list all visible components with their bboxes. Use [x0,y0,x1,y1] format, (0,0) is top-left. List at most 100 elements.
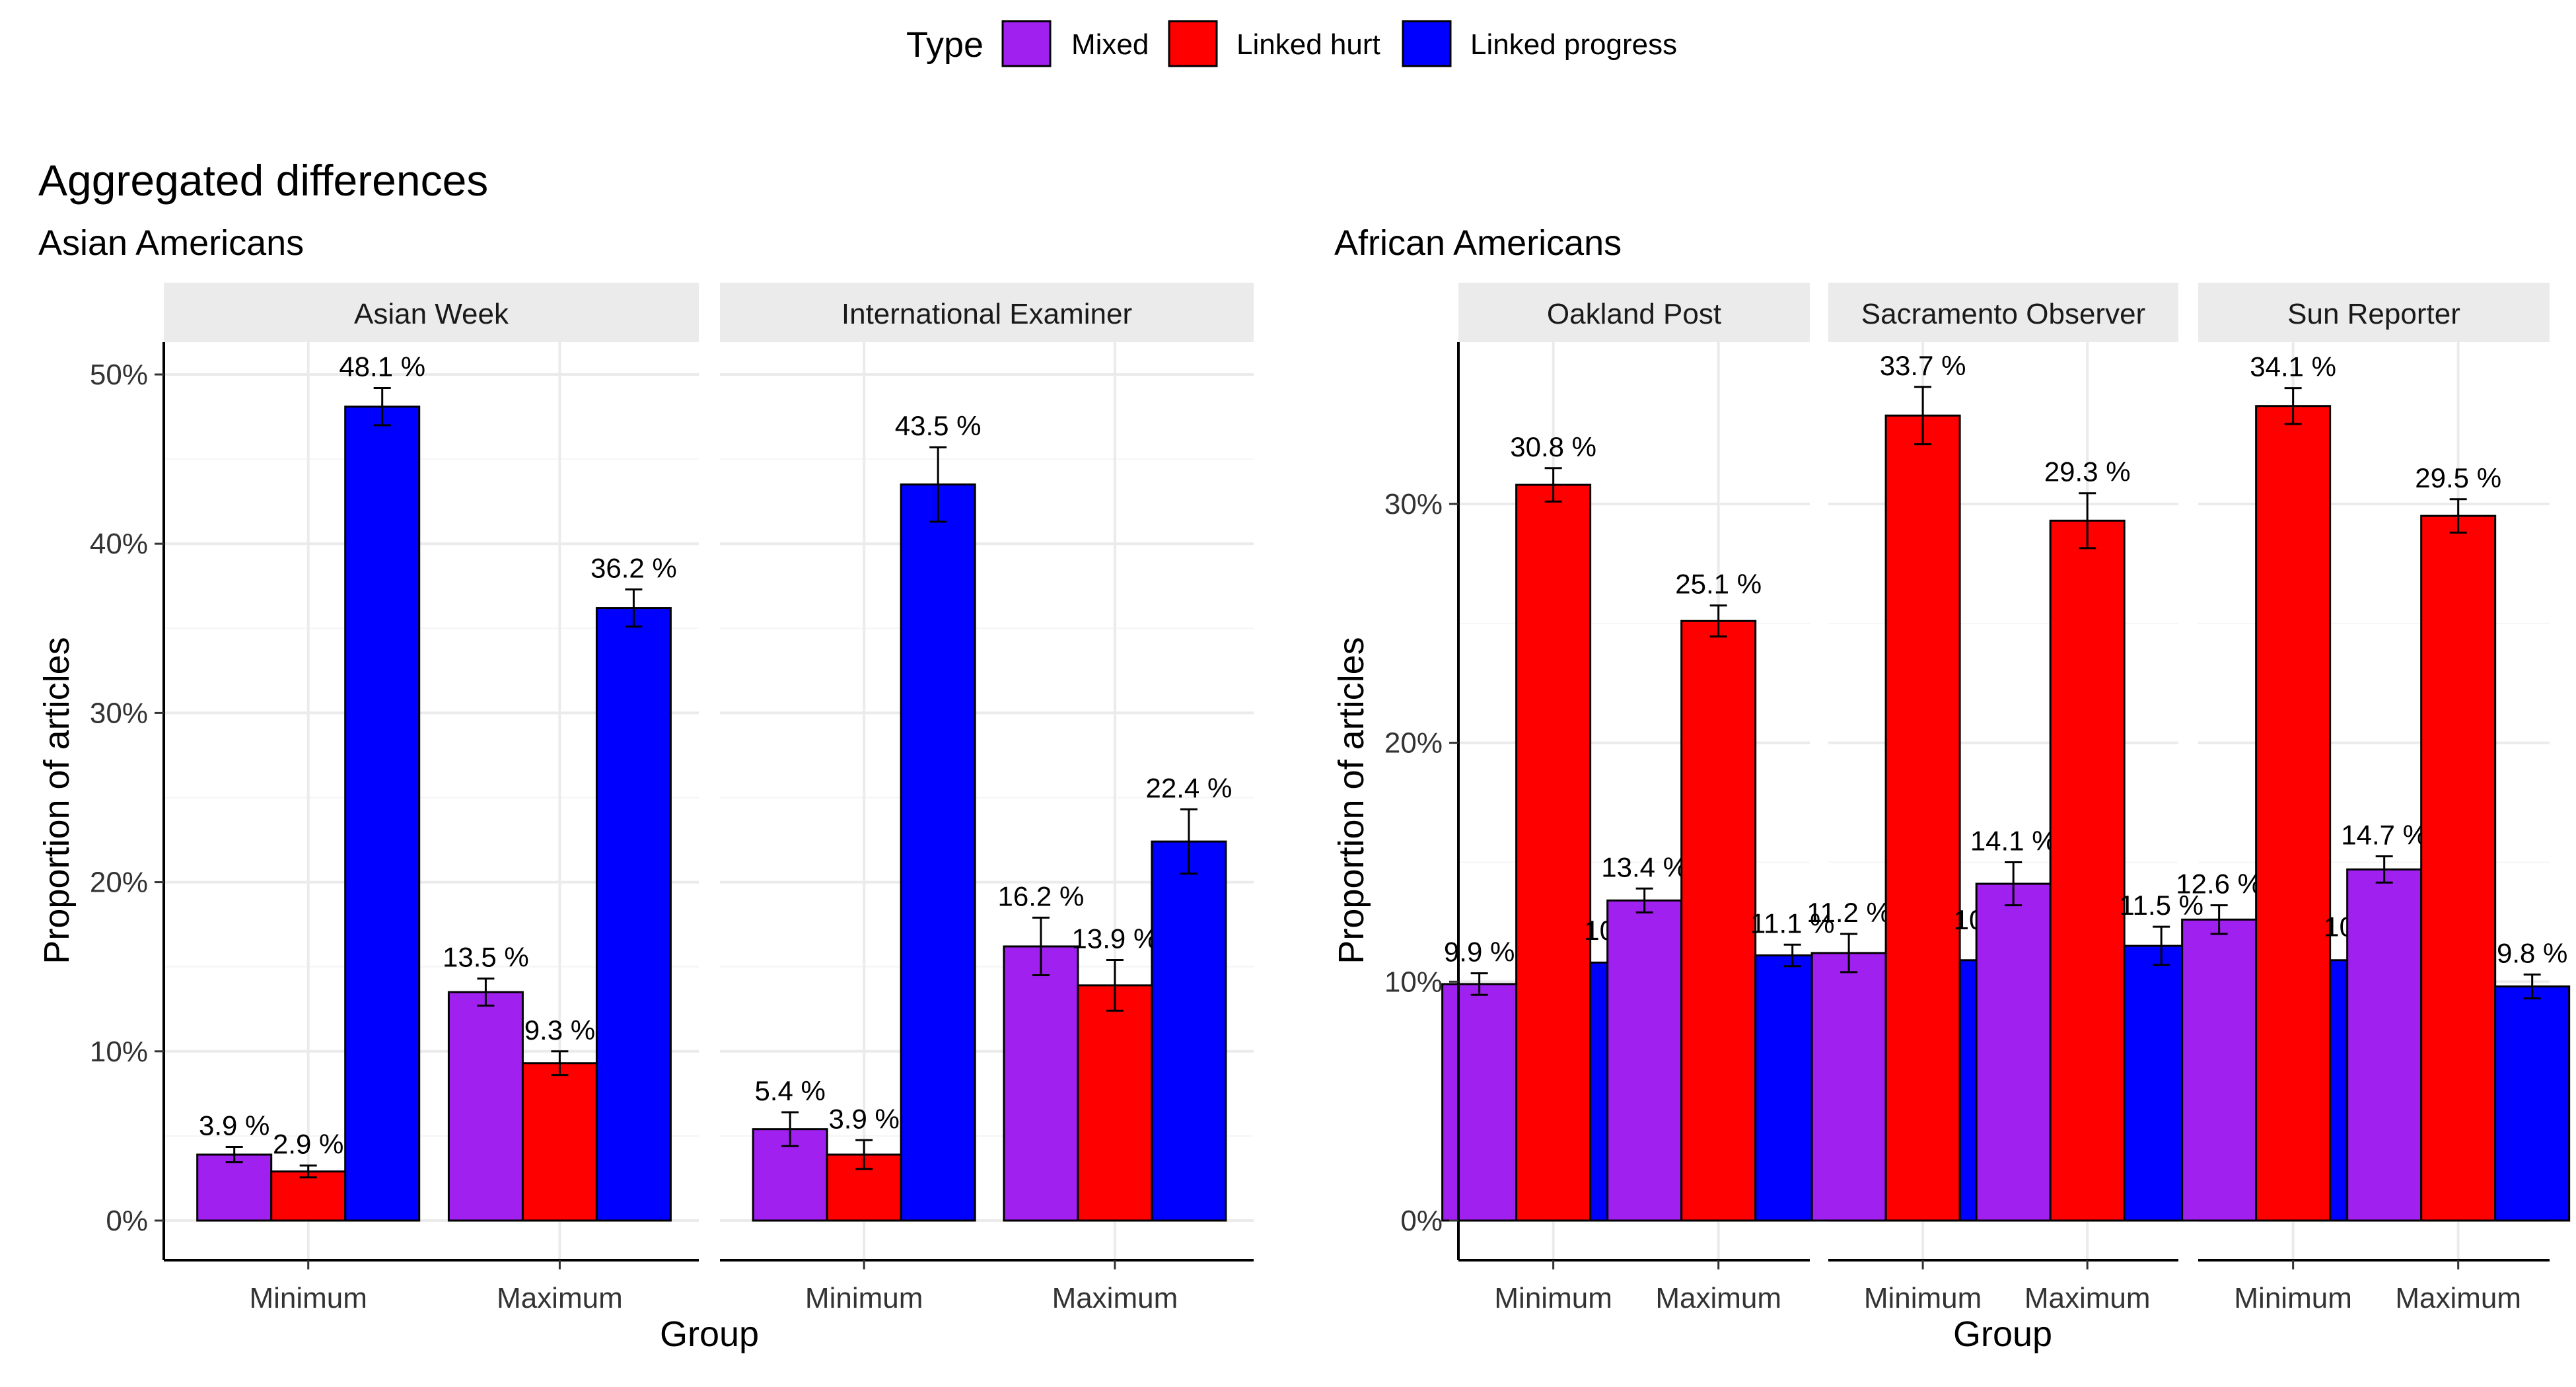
bar-linked-progress [900,483,976,1222]
x-axis-title-left: Group [660,1314,759,1354]
bar-value-label: 11.1 % [1750,907,1835,939]
bar-mixed [1606,899,1683,1222]
bar-mixed [1003,945,1079,1222]
facet-strip-label: Sacramento Observer [1861,298,2145,330]
bar-linked-hurt [270,1170,347,1222]
panel-subtitle-african-americans: African Americans [1334,223,1622,263]
facet-strip [2198,283,2550,342]
bar-linked-progress [2494,985,2571,1222]
y-tick-label: 30% [1384,488,1443,520]
bar-linked-hurt [2255,405,2332,1222]
x-tick-label: Maximum [2024,1282,2151,1314]
bar-value-label: 9.9 % [1444,937,1515,968]
x-axis-title-right: Group [1953,1314,2052,1354]
y-tick-label: 0% [1400,1205,1443,1237]
legend-key-linked-hurt [1168,20,1218,67]
y-tick-label: 20% [90,867,148,899]
bar-value-label: 30.8 % [1510,431,1596,462]
x-tick-label: Minimum [249,1282,367,1314]
bar-mixed [196,1153,273,1222]
facet-strip-label: Asian Week [354,298,509,330]
bar-value-label: 25.1 % [1675,569,1762,600]
facet-strip [1828,283,2178,342]
legend-label-mixed: Mixed [1071,28,1149,61]
bar-mixed [2181,918,2258,1222]
y-tick-label: 10% [1384,966,1443,998]
x-tick-label: Maximum [2395,1282,2521,1314]
y-axis-title-left: Proportion of articles [37,637,77,964]
bar-linked-hurt [2049,519,2126,1222]
bar-value-label: 3.9 % [828,1103,899,1134]
bar-linked-hurt [1884,414,1961,1222]
bar-value-label: 9.8 % [2497,937,2567,968]
bar-value-label: 5.4 % [754,1075,825,1106]
facet-strip-label: International Examiner [841,298,1132,330]
bar-value-label: 48.1 % [339,351,425,382]
y-tick-label: 40% [90,528,148,560]
bar-value-label: 16.2 % [998,880,1085,911]
bar-linked-hurt [2420,515,2497,1222]
bar-value-label: 9.3 % [524,1014,595,1046]
bar-mixed [1975,882,2052,1222]
bar-value-label: 3.9 % [199,1110,269,1141]
x-tick-label: Maximum [497,1282,623,1314]
bar-value-label: 36.2 % [590,552,677,583]
bar-value-label: 29.5 % [2415,462,2501,493]
x-tick-label: Minimum [2234,1282,2351,1314]
bar-value-label: 43.5 % [895,410,982,441]
facet-strip-label: Oakland Post [1547,298,1721,330]
legend-label-linked-hurt: Linked hurt [1236,28,1380,61]
bar-linked-hurt [1515,483,1592,1222]
legend-key-linked-progress [1402,20,1452,67]
bar-value-label: 29.3 % [2044,456,2131,487]
bar-value-label: 34.1 % [2250,351,2336,382]
bar-value-label: 14.1 % [1970,826,2057,857]
panel-subtitle-asian-americans: Asian Americans [38,223,304,263]
x-tick-label: Minimum [1864,1282,1982,1314]
x-tick-label: Maximum [1052,1282,1178,1314]
y-tick-label: 0% [106,1205,148,1237]
bar-mixed [2346,868,2423,1222]
bar-value-label: 22.4 % [1146,772,1233,803]
bar-value-label: 13.5 % [443,942,529,973]
bar-mixed [1810,952,1887,1222]
bar-linked-hurt [1077,984,1153,1222]
bar-linked-hurt [1680,620,1757,1222]
facet-strip-label: Sun Reporter [2287,298,2460,330]
bar-value-label: 13.9 % [1072,923,1159,954]
x-tick-label: Minimum [1494,1282,1612,1314]
legend: Type Mixed Linked hurt Linked progress [906,20,1677,67]
bar-value-label: 33.7 % [1880,350,1966,381]
bar-linked-progress [344,406,421,1222]
bar-value-label: 14.7 % [2341,819,2427,850]
legend-title: Type [906,25,984,65]
bar-linked-progress [595,607,672,1222]
bar-value-label: 11.5 % [2119,890,2203,921]
bar-mixed [1441,983,1518,1222]
bar-value-label: 13.4 % [1601,851,1688,882]
bar-value-label: 2.9 % [273,1129,343,1160]
y-tick-label: 20% [1384,727,1443,760]
legend-label-linked-progress: Linked progress [1470,28,1677,61]
bar-value-label: 11.2 % [1807,897,1891,928]
x-tick-label: Minimum [805,1282,923,1314]
bar-linked-progress [1151,840,1227,1222]
x-tick-label: Maximum [1655,1282,1781,1314]
facet-strip [720,283,1254,342]
facet-asian-week: Asian Week Minimum 3.9 %2.9 % 48.1 % Maximum… [164,283,699,1314]
legend-key-mixed [1001,20,1052,67]
bar-linked-hurt [521,1062,598,1222]
facet-international-examiner: International Examiner Minimum 5.4 %3.9 % 4… [720,283,1254,1314]
y-axis-title-right: Proportion of articles [1332,637,1371,964]
chart-title: Aggregated differences [38,156,488,205]
bar-mixed [447,991,524,1222]
facet-strip [1458,283,1810,342]
bar-value-label: 12.6 % [2176,869,2262,900]
y-tick-label: 10% [90,1036,148,1068]
